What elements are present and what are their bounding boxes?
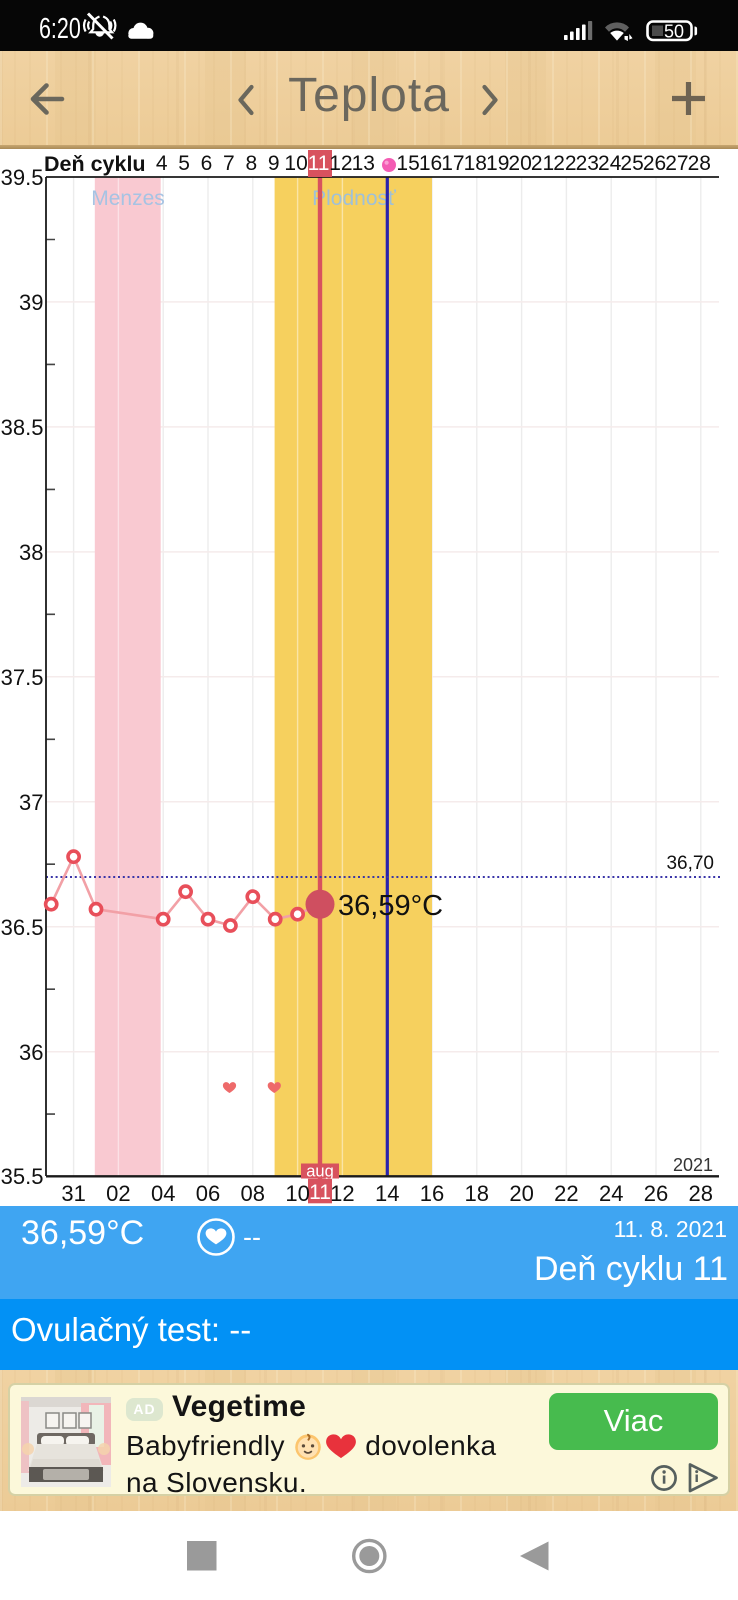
svg-text:20: 20 — [509, 1181, 533, 1206]
svg-text:35.5: 35.5 — [1, 1164, 44, 1189]
svg-text:04: 04 — [151, 1181, 175, 1206]
svg-text:8: 8 — [245, 152, 257, 175]
svg-text:12: 12 — [329, 152, 352, 175]
svg-text:31: 31 — [61, 1181, 85, 1206]
svg-text:6: 6 — [201, 152, 213, 175]
svg-text:13: 13 — [352, 152, 375, 175]
svg-text:36,70: 36,70 — [666, 853, 714, 874]
svg-text:02: 02 — [106, 1181, 130, 1206]
svg-text:16: 16 — [419, 152, 442, 175]
svg-text:36.5: 36.5 — [1, 915, 44, 940]
svg-text:06: 06 — [196, 1181, 220, 1206]
svg-text:17: 17 — [441, 152, 464, 175]
svg-text:Deň cyklu: Deň cyklu — [44, 152, 146, 176]
svg-text:28: 28 — [688, 152, 711, 175]
svg-text:19: 19 — [486, 152, 509, 175]
svg-text:18: 18 — [465, 1181, 489, 1206]
svg-text:36,59°C: 36,59°C — [338, 890, 443, 922]
svg-text:9: 9 — [268, 152, 280, 175]
svg-text:50: 50 — [664, 22, 684, 42]
svg-text:22: 22 — [554, 1181, 578, 1206]
svg-text:7: 7 — [223, 152, 235, 175]
svg-text:24: 24 — [599, 1181, 623, 1206]
svg-text:39: 39 — [19, 290, 43, 315]
svg-text:38: 38 — [19, 540, 43, 565]
svg-text:27: 27 — [665, 152, 688, 175]
svg-text:08: 08 — [241, 1181, 265, 1206]
svg-text:16: 16 — [420, 1181, 444, 1206]
svg-text:38.5: 38.5 — [1, 415, 44, 440]
svg-text:18: 18 — [464, 152, 487, 175]
svg-text:12: 12 — [330, 1181, 354, 1206]
svg-text:37: 37 — [19, 790, 43, 815]
svg-text:39.5: 39.5 — [1, 165, 44, 190]
svg-text:4: 4 — [156, 152, 168, 175]
svg-text:Plodnosť: Plodnosť — [312, 187, 397, 210]
svg-text:21: 21 — [531, 152, 554, 175]
svg-text:26: 26 — [644, 1181, 668, 1206]
svg-text:37.5: 37.5 — [1, 665, 44, 690]
svg-text:11: 11 — [309, 1181, 331, 1204]
svg-text:10: 10 — [285, 1181, 309, 1206]
svg-text:10: 10 — [284, 152, 307, 175]
svg-text:aug: aug — [306, 1163, 334, 1181]
svg-text:22: 22 — [553, 152, 576, 175]
svg-text:23: 23 — [576, 152, 599, 175]
svg-text:25: 25 — [620, 152, 643, 175]
svg-text:20: 20 — [508, 152, 531, 175]
svg-text:24: 24 — [598, 152, 622, 175]
svg-text:Menzes: Menzes — [91, 187, 165, 210]
svg-text:28: 28 — [689, 1181, 713, 1206]
svg-text:26: 26 — [643, 152, 666, 175]
svg-text:14: 14 — [375, 1181, 399, 1206]
svg-text:36: 36 — [19, 1040, 43, 1065]
svg-text:15: 15 — [396, 152, 419, 175]
svg-text:11: 11 — [308, 152, 330, 175]
svg-text:2021: 2021 — [673, 1155, 713, 1175]
svg-text:5: 5 — [178, 152, 190, 175]
